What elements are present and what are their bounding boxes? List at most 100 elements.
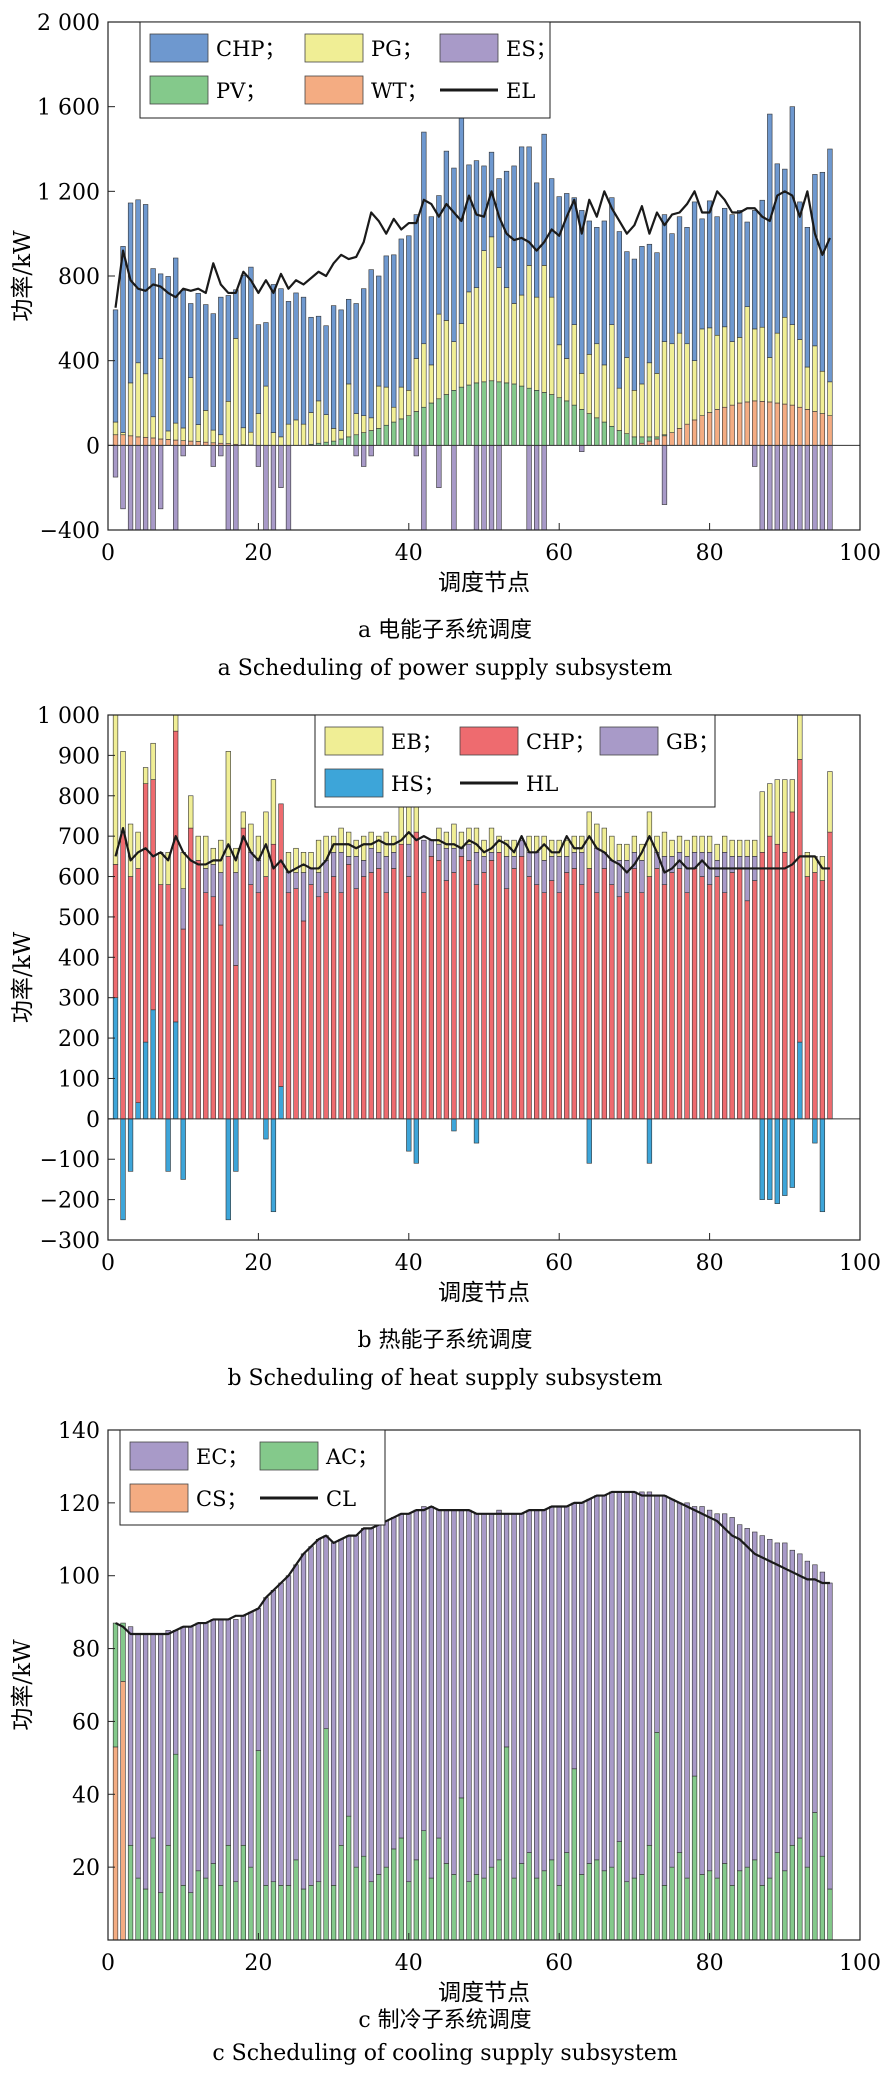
- bar-chp: [594, 227, 599, 343]
- bar-chp: [399, 239, 404, 387]
- bar-chp: [346, 864, 351, 1118]
- bar-pv: [625, 434, 630, 446]
- bar-ac: [376, 1874, 381, 1940]
- bar-chp: [151, 780, 156, 1010]
- bar-ac: [128, 1845, 133, 1940]
- bar-eb: [647, 812, 652, 877]
- bar-es: [452, 445, 457, 530]
- bar-ac: [782, 1871, 787, 1940]
- bar-pv: [369, 431, 374, 446]
- bar-ac: [730, 1885, 735, 1940]
- bar-pg: [203, 410, 208, 442]
- bar-ac: [173, 1754, 178, 1940]
- bar-hs: [143, 1042, 148, 1119]
- bar-chp: [256, 893, 261, 1119]
- bar-chp: [587, 868, 592, 1118]
- bar-gb: [429, 840, 434, 856]
- bar-eb: [339, 828, 344, 852]
- bar-hs: [790, 1119, 795, 1188]
- y-tick-label: −300: [40, 1229, 100, 1254]
- bar-gb: [256, 860, 261, 892]
- bar-pg: [166, 431, 171, 439]
- bar-es: [813, 445, 818, 530]
- bar-pg: [361, 416, 366, 433]
- bar-ec: [376, 1525, 381, 1875]
- bar-ec: [587, 1499, 592, 1863]
- bar-hs: [173, 1022, 178, 1119]
- bar-gb: [557, 856, 562, 892]
- bar-ac: [113, 1623, 118, 1747]
- bar-es: [181, 445, 186, 456]
- bar-pg: [715, 335, 720, 409]
- bar-chp: [737, 210, 742, 337]
- bar-chp: [677, 868, 682, 1118]
- bar-pg: [542, 265, 547, 392]
- bar-hs: [234, 1119, 239, 1172]
- bar-chp: [625, 893, 630, 1119]
- bar-ec: [670, 1499, 675, 1867]
- bar-pg: [437, 314, 442, 399]
- bar-hs: [136, 1103, 141, 1119]
- bar-chp: [121, 246, 126, 432]
- bar-pv: [474, 383, 479, 445]
- bar-chp: [376, 868, 381, 1118]
- bar-chp: [339, 310, 344, 431]
- legend-swatch-eb: [325, 727, 383, 755]
- bar-ac: [151, 1838, 156, 1940]
- bar-es: [437, 445, 442, 487]
- bar-chp: [534, 885, 539, 1119]
- bar-ac: [264, 1885, 269, 1940]
- bar-ac: [226, 1845, 231, 1940]
- bar-gb: [534, 852, 539, 884]
- bar-ec: [286, 1576, 291, 1886]
- bar-chp: [151, 269, 156, 417]
- bar-chp: [279, 804, 284, 1087]
- bar-pv: [572, 405, 577, 445]
- bar-wt: [121, 435, 126, 446]
- bar-chp: [429, 856, 434, 1119]
- bar-pg: [579, 373, 584, 409]
- x-tick-label: 0: [101, 1951, 115, 1976]
- bar-gb: [549, 856, 554, 880]
- bar-ec: [798, 1554, 803, 1838]
- bar-gb: [474, 852, 479, 884]
- y-tick-label: 700: [58, 825, 100, 850]
- bar-pg: [286, 424, 291, 445]
- y-tick-label: −400: [40, 519, 100, 544]
- bar-wt: [707, 413, 712, 446]
- bar-chp: [782, 852, 787, 1119]
- bar-ec: [361, 1528, 366, 1856]
- bar-ec: [316, 1539, 321, 1881]
- bar-ec: [444, 1510, 449, 1863]
- bar-chp: [121, 832, 126, 1119]
- bar-ec: [715, 1514, 720, 1878]
- bar-pg: [632, 390, 637, 437]
- bar-es: [534, 445, 539, 530]
- bar-eb: [752, 840, 757, 856]
- bar-ac: [459, 1798, 464, 1940]
- bar-ec: [782, 1543, 787, 1871]
- bar-eb: [767, 784, 772, 837]
- bar-eb: [625, 844, 630, 860]
- bar-ec: [143, 1634, 148, 1889]
- bar-ec: [346, 1536, 351, 1817]
- bar-ec: [459, 1510, 464, 1798]
- bar-wt: [655, 439, 660, 445]
- bar-pg: [572, 325, 577, 405]
- legend: EC；AC；CS；CL: [120, 1430, 385, 1525]
- y-tick-label: 0: [86, 1108, 100, 1133]
- bar-pg: [557, 345, 562, 398]
- x-tick-label: 80: [696, 541, 724, 566]
- bar-chp: [610, 198, 615, 325]
- bar-ec: [158, 1634, 163, 1893]
- legend-label-cl: CL: [326, 1487, 356, 1511]
- bar-ec: [241, 1616, 246, 1846]
- bar-chp: [294, 889, 299, 1119]
- bar-ac: [722, 1864, 727, 1941]
- bar-ec: [279, 1583, 284, 1885]
- y-tick-label: 1 600: [37, 96, 100, 121]
- bar-pv: [549, 395, 554, 446]
- bar-es: [226, 445, 231, 530]
- bar-gb: [384, 856, 389, 892]
- bar-chp: [647, 877, 652, 1119]
